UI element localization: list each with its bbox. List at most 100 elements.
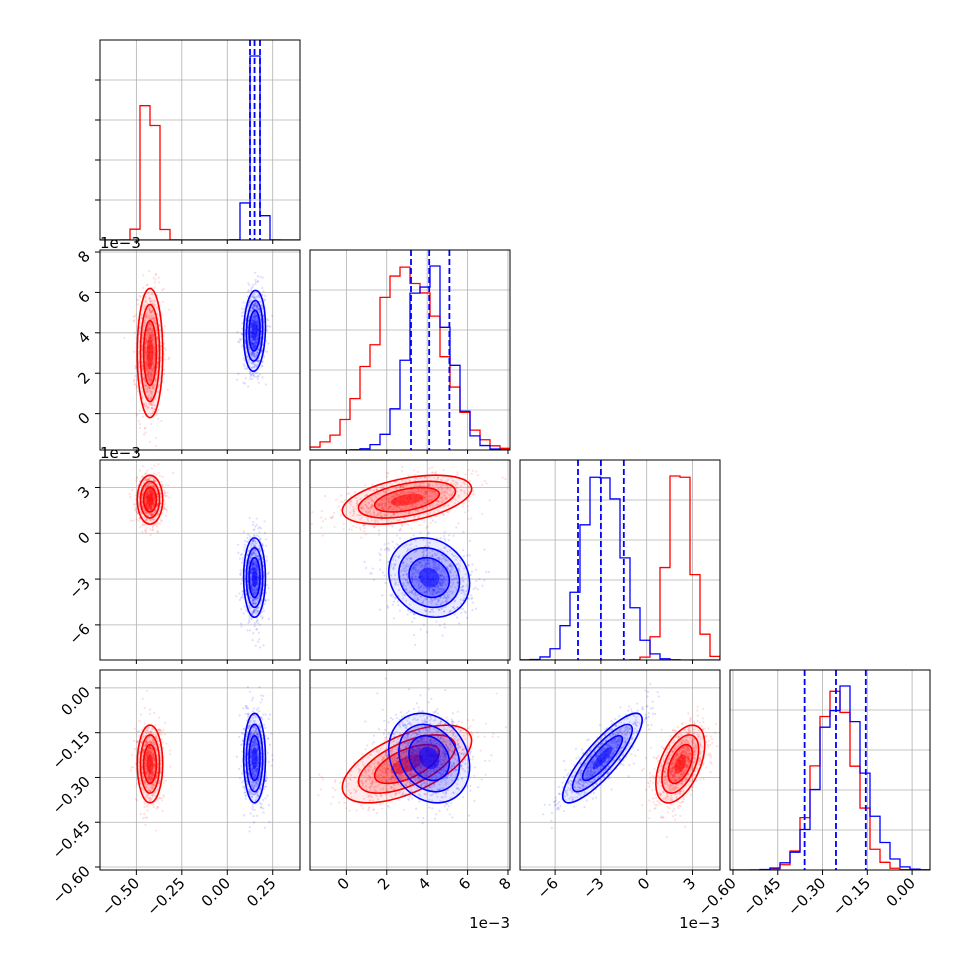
y-tick-label: 6: [74, 288, 93, 307]
scatter-point: [149, 300, 152, 303]
scatter-point: [250, 366, 253, 369]
scatter-point: [257, 328, 260, 331]
scatter-point: [465, 616, 469, 619]
scatter-point: [157, 417, 160, 420]
scatter-point: [141, 368, 144, 372]
scatter-point: [252, 307, 255, 311]
scatter-point: [253, 345, 256, 349]
scatter-point: [473, 493, 476, 496]
scatter-point: [157, 390, 160, 393]
scatter-point: [144, 353, 147, 356]
scatter-point: [150, 300, 153, 304]
scatter-point: [250, 340, 253, 343]
scatter-point: [257, 328, 260, 331]
scatter-point: [240, 625, 243, 628]
scatter-point: [151, 309, 155, 312]
scatter-point: [144, 321, 147, 324]
scatter-point: [251, 342, 254, 346]
scatter-point: [153, 383, 156, 386]
scatter-point: [153, 351, 156, 354]
scatter-point: [344, 499, 347, 502]
scatter-point: [139, 295, 142, 299]
scatter-point: [396, 600, 400, 603]
scatter-point: [152, 362, 155, 365]
scatter-point: [153, 356, 156, 359]
scatter-point: [167, 484, 170, 487]
scatter-point: [161, 289, 164, 292]
scatter-point: [136, 303, 140, 306]
scatter-point: [306, 513, 308, 515]
scatter-point: [363, 560, 366, 563]
scatter-point: [255, 354, 258, 357]
scatter-point: [253, 316, 256, 319]
scatter-point: [251, 286, 254, 289]
scatter-point: [148, 332, 151, 335]
scatter-point: [142, 433, 146, 436]
scatter-point: [250, 335, 253, 338]
scatter-point: [250, 354, 253, 357]
scatter-point: [249, 309, 252, 313]
scatter-point: [256, 377, 259, 381]
scatter-point: [154, 319, 157, 322]
scatter-point: [144, 501, 147, 504]
scatter-point: [254, 340, 257, 343]
scatter-point: [152, 318, 156, 321]
histogram-red: [310, 266, 510, 450]
scatter-point: [166, 388, 169, 391]
scatter-point: [252, 314, 255, 317]
scatter-point: [250, 335, 253, 339]
scatter-point: [267, 319, 270, 322]
scatter-point: [259, 341, 262, 344]
scatter-point: [252, 305, 255, 309]
scatter-point: [411, 620, 414, 623]
scatter-point: [364, 484, 367, 487]
scatter-point: [147, 376, 150, 380]
scatter-point: [161, 475, 164, 478]
scatter-point: [253, 312, 256, 315]
scatter-point: [148, 316, 152, 319]
scatter-point: [253, 302, 257, 305]
scatter-point: [254, 278, 257, 282]
scatter-point: [140, 352, 143, 356]
scatter-point: [321, 520, 325, 523]
scatter-point: [141, 345, 144, 348]
y-tick-label: −3: [65, 574, 93, 602]
scatter-point: [467, 509, 470, 512]
scatter-point: [144, 350, 147, 353]
scatter-point: [248, 620, 251, 623]
scatter-point: [256, 333, 259, 337]
scatter-point: [146, 373, 150, 376]
scatter-point: [346, 492, 349, 496]
scatter-point: [256, 359, 259, 363]
scatter-point: [239, 339, 242, 342]
scatter-point: [163, 346, 166, 350]
scatter-point: [149, 371, 152, 374]
scatter-point: [252, 304, 256, 308]
scatter-point: [250, 323, 253, 326]
scatter-point: [149, 298, 152, 301]
scatter-point: [252, 294, 255, 298]
scatter-point: [488, 499, 491, 502]
scatter-point: [466, 554, 469, 557]
scatter-point: [131, 488, 134, 492]
scatter-point: [253, 354, 256, 357]
scatter-point: [249, 325, 252, 328]
scatter-point: [144, 485, 147, 488]
scatter-point: [269, 325, 272, 328]
scatter-point: [256, 280, 260, 283]
scatter-point: [238, 557, 242, 560]
scatter-point: [258, 343, 261, 346]
scatter-point: [149, 318, 152, 321]
scatter-point: [147, 375, 150, 378]
scatter-point: [141, 492, 144, 495]
scatter-point: [153, 322, 157, 325]
scatter-point: [240, 553, 244, 556]
scatter-point: [144, 405, 147, 408]
scatter-point: [153, 408, 156, 411]
scatter-point: [143, 379, 146, 382]
scatter-point: [151, 506, 154, 509]
scatter-point: [248, 616, 251, 619]
scatter-point: [471, 563, 474, 566]
scatter-point: [252, 346, 255, 349]
scatter-point: [147, 386, 150, 389]
